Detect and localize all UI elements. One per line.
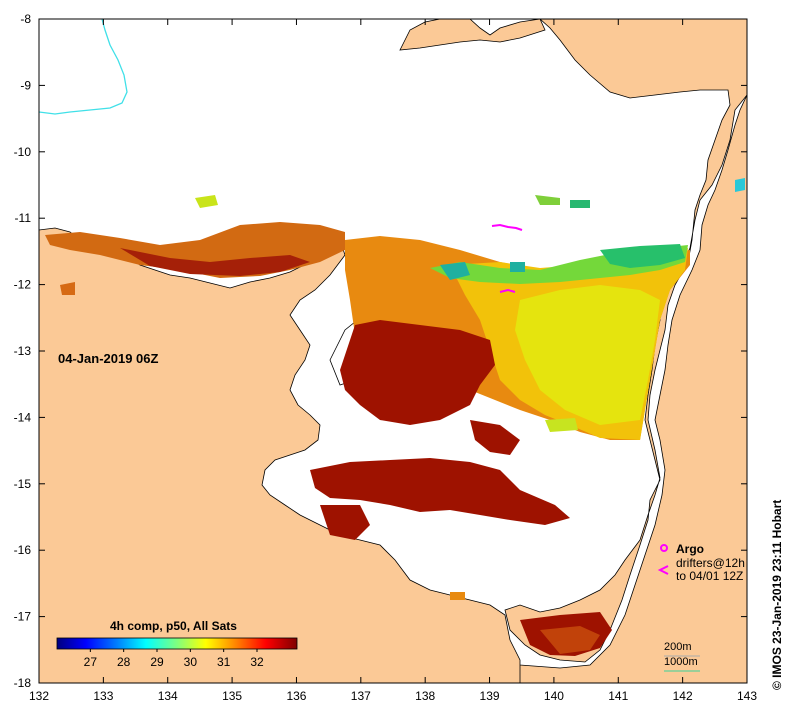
colorbar: 4h comp, p50, All Sats 27 28 29 30 31 32 [56, 619, 298, 669]
lon-tick-label: 135 [222, 689, 242, 703]
lat-tick-label: -11 [15, 211, 32, 225]
colorbar-gradient [56, 637, 298, 650]
lon-tick-label: 140 [544, 689, 564, 703]
lat-tick-label: -16 [14, 543, 32, 557]
land-arnhem [39, 227, 521, 683]
legend-drifters-line2: to 04/01 12Z [676, 569, 743, 583]
date-label: 04-Jan-2019 06Z [58, 351, 159, 366]
river-line [39, 19, 128, 115]
legend-contour-200m: 200m [664, 641, 692, 653]
colorbar-tick-label: 31 [217, 655, 231, 669]
lon-tick-label: 132 [29, 689, 49, 703]
lat-tick-label: -13 [14, 344, 32, 358]
colorbar-tick-label: 29 [150, 655, 164, 669]
lon-tick-label: 137 [351, 689, 371, 703]
land-east [499, 94, 747, 683]
longitude-axis: 132 133 134 135 136 137 138 139 140 141 142 143 [29, 19, 757, 703]
colorbar-tick-label: 32 [250, 655, 264, 669]
lat-tick-label: -15 [14, 477, 32, 491]
legend-drifters-line1: drifters@12h [676, 556, 745, 570]
lon-tick-label: 141 [608, 689, 628, 703]
argo-marker-icon [660, 544, 668, 552]
lat-tick-label: -10 [14, 145, 32, 159]
colorbar-title: 4h comp, p50, All Sats [110, 619, 237, 633]
lon-tick-label: 138 [415, 689, 435, 703]
drifter-arrow-icon [657, 565, 669, 575]
legend: Argo drifters@12h to 04/01 12Z 200m 1000… [657, 542, 745, 672]
lat-tick-label: -9 [20, 78, 31, 92]
colorbar-tick-label: 30 [184, 655, 198, 669]
sst-layer [45, 178, 745, 656]
latitude-axis: -8 -9 -10 -11 -12 -13 -14 -15 -16 -17 -18 [14, 12, 747, 690]
argo-drifters [491, 223, 523, 293]
lat-tick-label: -17 [14, 610, 32, 624]
lat-tick-label: -18 [14, 676, 32, 690]
lon-tick-label: 143 [737, 689, 757, 703]
lat-tick-label: -14 [14, 410, 32, 424]
legend-argo-label: Argo [676, 542, 704, 556]
legend-contour-1000m: 1000m [664, 656, 698, 668]
lon-tick-label: 136 [286, 689, 306, 703]
colorbar-tick-label: 28 [117, 655, 131, 669]
lon-tick-label: 142 [673, 689, 693, 703]
credit-label: © IMOS 23-Jan-2019 23:11 Hobart [770, 500, 784, 690]
lat-tick-label: -8 [20, 12, 31, 26]
colorbar-tick-label: 27 [84, 655, 98, 669]
lon-tick-label: 133 [93, 689, 113, 703]
lon-tick-label: 134 [158, 689, 178, 703]
lon-tick-label: 139 [480, 689, 500, 703]
lat-tick-label: -12 [14, 278, 32, 292]
